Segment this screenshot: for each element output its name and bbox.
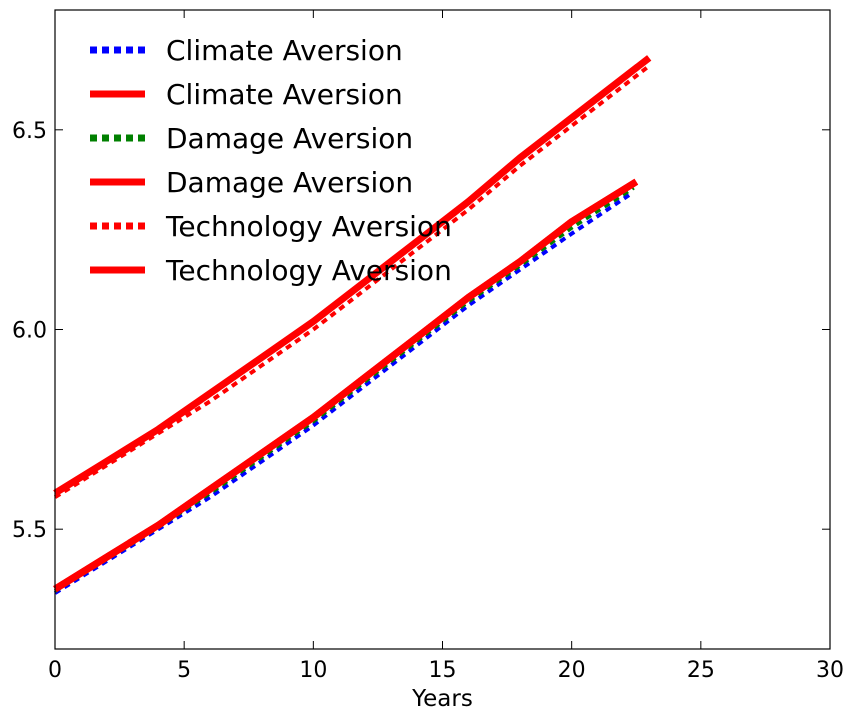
legend-label: Technology Aversion (165, 210, 452, 243)
y-tick-label: 6.5 (12, 119, 47, 144)
x-tick-label: 25 (687, 658, 715, 683)
legend-label: Damage Aversion (166, 166, 413, 199)
x-axis: 0 5 10 15 20 25 30 (48, 10, 844, 683)
x-tick-label: 10 (299, 658, 327, 683)
y-axis: 5.5 6.0 6.5 (12, 119, 830, 543)
legend-label: Damage Aversion (166, 122, 413, 155)
y-tick-label: 6.0 (12, 319, 47, 344)
x-tick-label: 30 (816, 658, 844, 683)
x-tick-label: 15 (429, 658, 457, 683)
series-line-4 (53, 178, 639, 593)
x-tick-label: 5 (177, 658, 191, 683)
y-tick-label: 5.5 (12, 518, 47, 543)
legend-label: Climate Aversion (166, 78, 403, 111)
legend-label: Climate Aversion (166, 34, 403, 67)
x-axis-label: Years (411, 686, 473, 712)
x-tick-label: 0 (48, 658, 62, 683)
series-line-6 (53, 55, 652, 497)
legend: Climate Aversion Climate Aversion Damage A… (90, 34, 452, 287)
x-tick-label: 20 (558, 658, 586, 683)
plot-lines (53, 55, 652, 595)
legend-label: Technology Aversion (165, 254, 452, 287)
